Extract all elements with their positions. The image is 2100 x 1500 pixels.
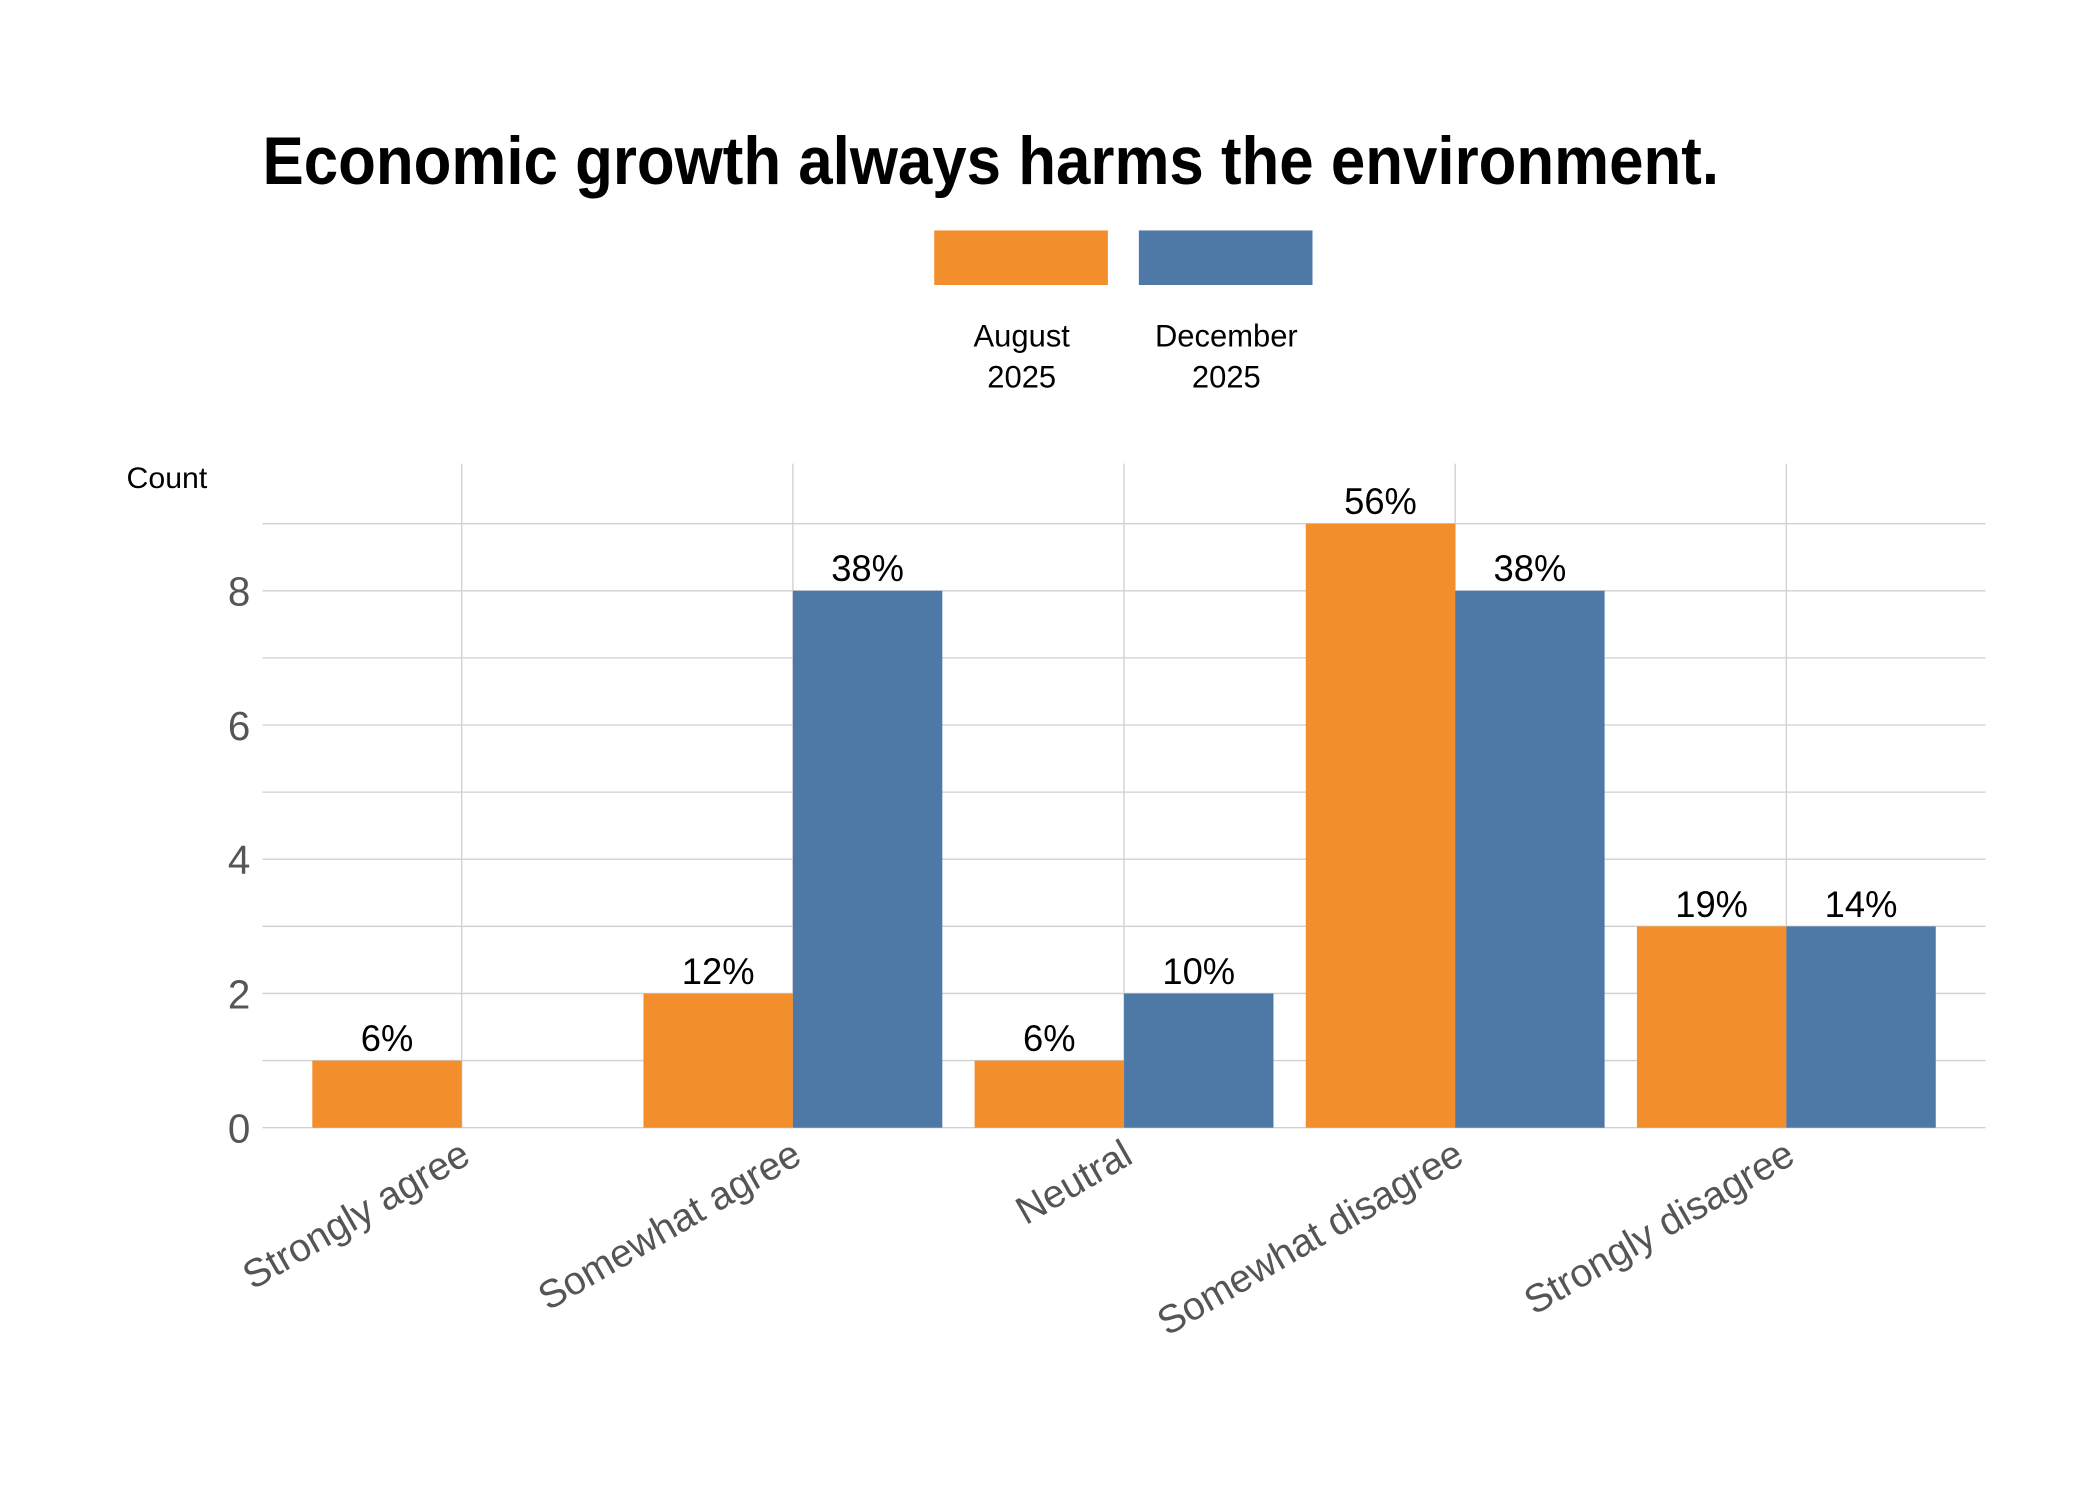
data-label: 19% — [1675, 884, 1748, 925]
x-tick-label: Strongly disagree — [1517, 1131, 1802, 1323]
data-label: 10% — [1162, 951, 1235, 992]
bar — [1124, 993, 1274, 1128]
legend-label: 2025 — [987, 359, 1056, 394]
x-tick-label: Somewhat agree — [531, 1131, 808, 1319]
data-label: 14% — [1825, 884, 1898, 925]
legend-swatch — [934, 230, 1108, 285]
y-tick-label: 0 — [228, 1105, 250, 1151]
bar — [1636, 926, 1787, 1128]
data-label: 56% — [1344, 481, 1417, 522]
bar — [1786, 926, 1936, 1128]
legend-swatch — [1138, 230, 1313, 285]
bar — [792, 590, 943, 1128]
bar — [974, 1060, 1125, 1128]
chart-title: Economic growth always harms the environ… — [263, 124, 1720, 199]
y-tick-label: 2 — [228, 971, 250, 1017]
legend-label: 2025 — [1192, 359, 1261, 394]
bar — [312, 1060, 462, 1128]
bar — [643, 993, 793, 1128]
y-tick-label: 8 — [228, 569, 250, 615]
y-tick-label: 6 — [228, 703, 250, 749]
y-tick-label: 4 — [228, 837, 250, 883]
data-label: 38% — [831, 548, 904, 589]
bar — [1305, 523, 1456, 1128]
y-axis-label: Count — [127, 462, 208, 495]
bars: 6% 12% 6% 56% 19% 38% 10% 38% 14% — [312, 481, 1936, 1128]
data-label: 6% — [1023, 1018, 1076, 1059]
legend-label: December — [1155, 318, 1298, 353]
x-tick-label: Somewhat disagree — [1150, 1131, 1471, 1344]
data-label: 38% — [1494, 548, 1567, 589]
legend: August 2025 December 2025 — [934, 230, 1313, 394]
x-tick-label: Neutral — [1008, 1131, 1139, 1233]
legend-label: August — [974, 318, 1071, 353]
data-label: 12% — [682, 951, 755, 992]
x-tick-label: Strongly agree — [235, 1131, 477, 1298]
data-label: 6% — [361, 1018, 414, 1059]
bar — [1455, 590, 1605, 1128]
